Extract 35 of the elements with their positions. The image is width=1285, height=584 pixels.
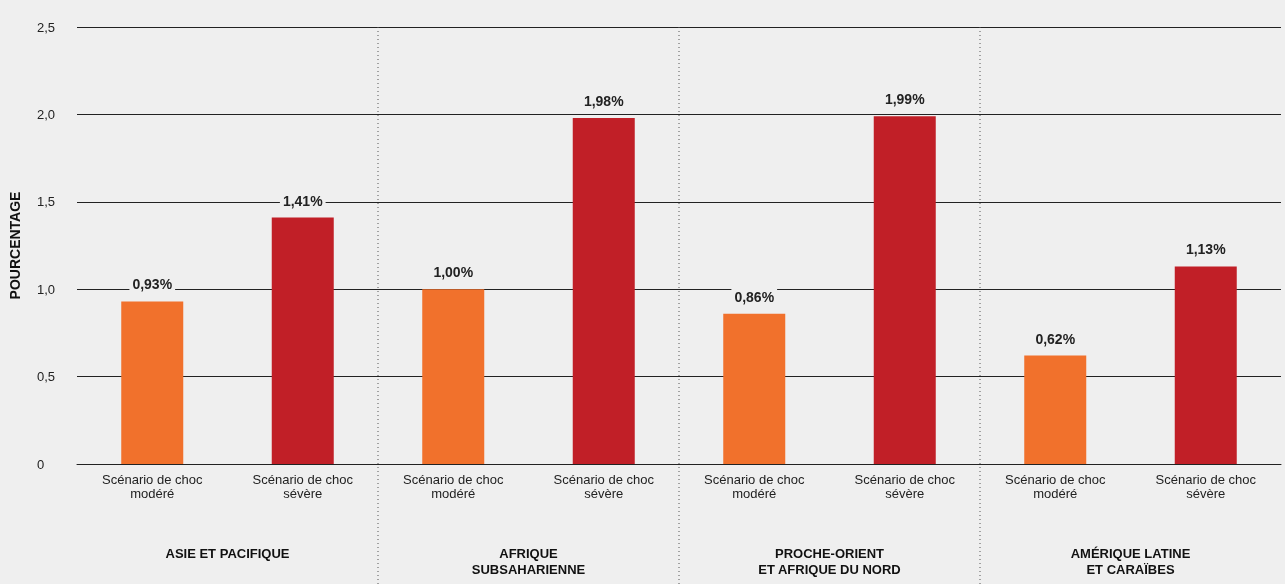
bar [1024,355,1087,464]
data-label: 1,99% [884,91,926,108]
bar [271,217,334,464]
y-axis-title: POURCENTAGE [7,191,23,300]
data-label: 1,98% [583,92,625,109]
x-tick-label: Scénario de choc modéré [102,471,203,501]
x-tick-label: Scénario de choc sévère [854,471,956,501]
x-tick-label: Scénario de choc sévère [553,471,655,501]
bar [572,117,635,464]
text: AFRIQUE SUBSAHARIENNE [471,545,586,577]
data-label: 1,00% [433,264,474,281]
text: PROCHE-ORIENT ET AFRIQUE DU NORD [758,545,901,577]
y-tick-label: 1,0 [37,281,56,297]
y-tick-label: 0,5 [37,369,56,385]
x-tick-label: Scénario de choc modéré [403,471,504,501]
y-tick-label: 0 [37,456,45,472]
data-label: 1,41% [282,192,324,209]
bar [723,313,786,464]
data-label: 0,86% [734,288,775,305]
bar [1174,266,1237,464]
x-tick-label: Scénario de choc sévère [1155,471,1257,501]
x-tick-label: Scénario de choc sévère [252,471,354,501]
bar [121,301,184,464]
y-tick-label: 1,5 [37,194,56,210]
data-label: 0,93% [132,276,173,293]
bar [873,116,936,464]
x-tick-label: Scénario de choc modéré [704,471,805,501]
y-tick-label: 2,5 [37,19,56,35]
data-label: 1,13% [1185,241,1227,258]
data-label: 0,62% [1035,330,1076,347]
bar [422,289,485,464]
y-tick-label: 2,0 [37,106,56,122]
text: ASIE ET PACIFIQUE [165,545,290,561]
x-tick-label: Scénario de choc modéré [1005,471,1106,501]
text: AMÉRIQUE LATINE ET CARAÏBES [1070,545,1191,577]
